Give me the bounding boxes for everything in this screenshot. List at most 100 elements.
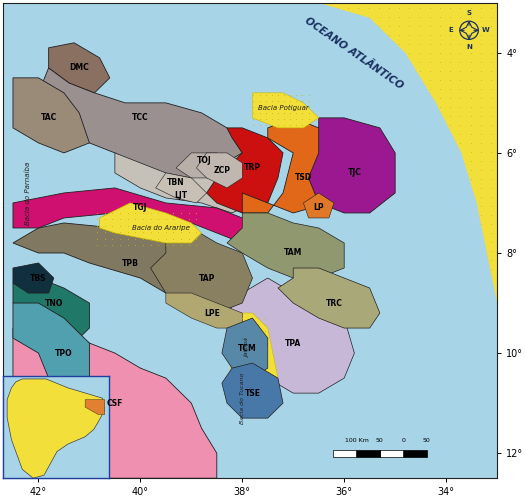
Point [59,67,67,75]
Point [272,130,281,138]
Point [48,211,57,219]
Point [261,327,269,335]
Point [242,310,250,318]
Point [222,112,230,120]
Point [79,148,87,156]
Point [446,229,454,237]
Point [79,319,87,327]
Point [93,222,102,230]
Point [192,228,200,236]
Point [124,228,132,236]
Point [313,454,322,462]
Point [79,409,87,417]
Point [323,310,332,318]
Point [18,94,26,102]
Point [261,334,269,342]
Text: TPA: TPA [285,338,301,347]
Point [395,445,403,453]
Point [160,283,169,291]
Point [242,229,250,237]
Point [89,274,98,282]
Point [160,436,169,444]
Point [487,40,495,48]
Point [201,49,210,57]
Point [334,4,342,12]
Point [304,346,312,354]
Point [262,202,271,210]
Point [48,400,57,408]
Point [252,247,261,255]
Point [293,364,301,372]
Point [79,121,87,129]
Point [120,31,128,39]
Point [283,121,291,129]
Point [130,175,138,183]
Point [252,94,261,102]
Point [344,130,352,138]
Point [487,265,495,273]
Point [426,193,434,201]
Point [48,103,57,111]
Point [59,283,67,291]
Point [109,121,118,129]
Point [385,31,393,39]
Point [150,337,159,345]
Point [201,319,210,327]
Point [150,67,159,75]
Point [232,436,240,444]
Point [211,58,220,66]
Point [487,274,495,282]
Polygon shape [242,118,344,213]
Point [28,112,36,120]
Point [171,301,179,309]
Point [405,85,413,93]
Point [405,13,413,21]
Point [69,211,77,219]
Point [385,85,393,93]
Point [395,139,403,147]
Point [334,67,342,75]
Point [272,193,281,201]
Point [109,175,118,183]
Point [456,121,464,129]
Point [139,242,147,250]
Point [116,228,124,236]
Point [201,391,210,399]
Point [375,364,383,372]
Point [456,247,464,255]
Point [28,157,36,165]
Point [109,85,118,93]
Point [140,445,149,453]
Point [293,112,301,120]
Point [201,175,210,183]
Point [201,373,210,381]
Point [59,328,67,336]
Point [120,85,128,93]
Point [313,139,322,147]
Point [160,463,169,471]
Point [365,445,373,453]
Point [181,130,189,138]
Point [181,355,189,363]
Point [252,175,261,183]
Point [211,463,220,471]
Point [280,122,288,130]
Point [238,314,247,322]
Point [477,292,485,300]
Point [477,40,485,48]
Point [477,256,485,264]
Point [256,122,264,130]
Point [272,283,281,291]
Point [69,112,77,120]
Point [467,67,475,75]
Point [177,216,185,224]
Point [99,463,108,471]
Point [160,103,169,111]
Point [304,310,312,318]
Point [426,238,434,246]
Point [293,400,301,408]
Point [28,238,36,246]
Point [293,454,301,462]
Point [254,353,262,361]
Point [160,454,169,462]
